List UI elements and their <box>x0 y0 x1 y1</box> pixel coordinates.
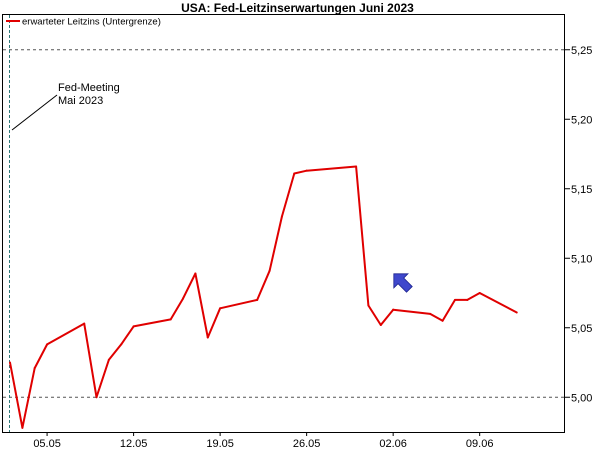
data-point <box>392 308 395 311</box>
data-point <box>107 358 110 361</box>
data-point <box>256 298 259 301</box>
data-point <box>33 367 36 370</box>
data-point <box>194 272 197 275</box>
y-tick-label: 5,15 <box>571 184 592 196</box>
data-point <box>293 172 296 175</box>
data-point <box>21 426 24 429</box>
x-tick-label: 19.05 <box>206 438 234 450</box>
data-point <box>9 361 11 364</box>
legend: erwarteter Leitzins (Untergrenze) <box>6 17 161 28</box>
x-tick-label: 26.05 <box>293 438 321 450</box>
chart-title: USA: Fed-Leitzinserwartungen Juni 2023 <box>181 1 414 15</box>
reference-lines <box>3 49 565 398</box>
y-tick-label: 5,00 <box>571 392 592 404</box>
data-point <box>182 297 185 300</box>
data-point <box>95 396 98 399</box>
legend-label: erwarteter Leitzins (Untergrenze) <box>22 17 161 28</box>
annotation-label-line2: Mai 2023 <box>58 95 103 107</box>
series-points <box>9 165 518 429</box>
x-axis: 05.05 12.05 19.05 26.05 02.06 09.06 <box>33 432 493 450</box>
data-point <box>132 325 135 328</box>
plot-frame <box>2 14 565 433</box>
x-tick-label: 02.06 <box>379 438 407 450</box>
data-point <box>46 343 49 346</box>
y-axis: 5,00 5,05 5,10 5,15 5,20 5,25 <box>565 45 592 404</box>
y-tick-label: 5,20 <box>571 114 592 126</box>
data-point <box>120 343 123 346</box>
x-tick-label: 09.06 <box>466 438 494 450</box>
data-point <box>305 169 308 172</box>
data-point <box>441 319 444 322</box>
series-line <box>9 165 518 429</box>
data-point <box>478 292 481 294</box>
data-point <box>83 322 86 325</box>
y-tick-label: 5,05 <box>571 323 592 335</box>
y-tick-label: 5,25 <box>571 45 592 57</box>
y-tick-label: 5,10 <box>571 253 592 265</box>
x-tick-label: 05.05 <box>33 438 61 450</box>
data-point <box>453 298 456 301</box>
x-tick-label: 12.05 <box>120 438 148 450</box>
data-point <box>268 269 271 272</box>
data-point <box>466 298 469 301</box>
data-point <box>169 318 172 321</box>
data-point <box>379 323 382 326</box>
data-point <box>367 304 370 307</box>
data-point <box>280 215 283 218</box>
data-point <box>429 312 432 315</box>
annotation-label-line1: Fed-Meeting <box>58 82 120 94</box>
data-point <box>515 311 518 314</box>
data-point <box>355 165 358 168</box>
annotation-leader-line <box>11 94 58 131</box>
arrow-icon <box>393 273 413 293</box>
data-point <box>219 307 222 310</box>
data-point <box>206 336 209 339</box>
